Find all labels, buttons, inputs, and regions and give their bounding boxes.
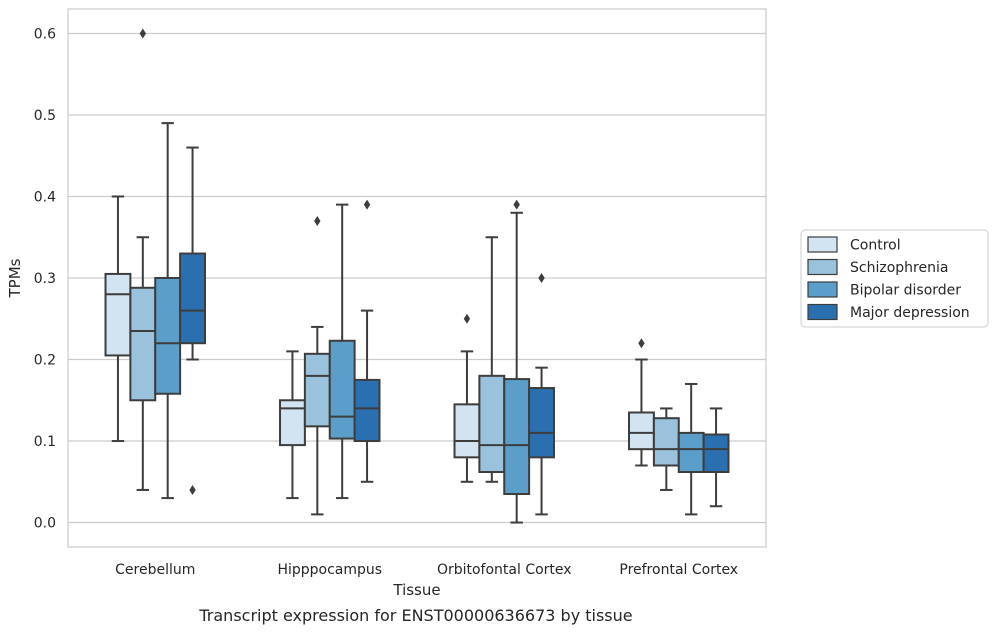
x-axis-label: Tissue (392, 581, 440, 599)
figure-caption: Transcript expression for ENST0000063667… (199, 606, 633, 625)
legend-label: Bipolar disorder (850, 283, 961, 299)
x-tick-label: Prefrontal Cortex (619, 562, 738, 578)
y-tick-label: 0.2 (34, 353, 56, 369)
legend-swatch (807, 236, 838, 253)
box-body (478, 374, 506, 474)
outlier-marker (463, 313, 471, 324)
box-body (328, 339, 356, 440)
y-tick-label: 0.3 (34, 271, 56, 287)
legend: Control Schizophrenia Bipolar disorder Majo… (800, 229, 989, 328)
outlier-marker (538, 273, 545, 283)
box-bipolar-disorder (154, 122, 182, 500)
box-control (628, 338, 655, 467)
y-tick-label: 0.5 (34, 108, 56, 124)
box-body (453, 403, 481, 459)
outlier-marker (139, 28, 147, 39)
box-bipolar-disorder (677, 382, 705, 516)
outlier-marker (513, 199, 520, 210)
outlier-marker (314, 215, 321, 226)
x-tick-labels: Cerebellum Hipppocampus Orbitofontal Corte… (115, 562, 738, 578)
box-body (528, 387, 555, 459)
box-major-depression (353, 199, 381, 483)
legend-swatch (807, 281, 838, 298)
y-tick-label: 0.1 (34, 434, 56, 450)
box-major-depression (702, 407, 730, 508)
legend-frame (800, 229, 989, 328)
y-tick-labels: 0.0 0.1 0.2 0.3 0.4 0.5 0.6 (34, 26, 56, 531)
box-body (503, 378, 531, 496)
legend-label: Major depression (850, 305, 970, 321)
box-bipolar-disorder (503, 199, 531, 524)
plot-frame (67, 8, 767, 548)
y-axis-label: TPMs (6, 258, 24, 298)
box-schizophrenia (303, 215, 331, 516)
outlier-marker (363, 199, 371, 210)
box-schizophrenia (478, 236, 506, 483)
box-body (353, 378, 381, 443)
box-body (702, 433, 730, 474)
y-tick-label: 0.0 (34, 516, 56, 532)
box-major-depression (528, 273, 555, 516)
y-tick-label: 0.6 (34, 26, 56, 42)
box-control (453, 313, 481, 483)
box-bipolar-disorder (328, 203, 356, 500)
x-tick-label: Hipppocampus (277, 562, 382, 578)
box-control (279, 350, 306, 500)
y-tick-label: 0.4 (34, 189, 56, 205)
box-schizophrenia (129, 28, 157, 491)
box-schizophrenia (652, 407, 680, 491)
box-body (628, 411, 655, 451)
box-body (652, 417, 680, 467)
box-body (129, 286, 157, 402)
legend-swatch (807, 303, 838, 321)
outlier-marker (638, 338, 645, 349)
box-body (154, 277, 182, 395)
x-tick-label: Cerebellum (115, 562, 195, 578)
box-control (104, 195, 132, 443)
box-major-depression (179, 146, 206, 495)
box-body (677, 431, 705, 474)
x-tick-label: Orbitofontal Cortex (437, 562, 572, 578)
outlier-marker (189, 484, 196, 495)
legend-label: Schizophrenia (850, 260, 948, 276)
box-body (104, 272, 132, 357)
box-body (279, 399, 306, 447)
box-body (303, 352, 331, 428)
legend-label: Control (850, 238, 901, 254)
legend-swatch (807, 258, 838, 276)
box-series-group (104, 28, 730, 524)
box-body (179, 252, 206, 345)
